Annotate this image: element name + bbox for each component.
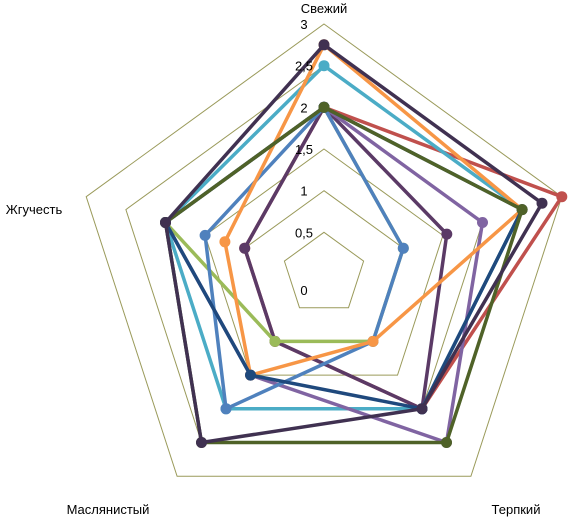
tick-label-6: 3 xyxy=(300,17,307,32)
series-line-5 xyxy=(203,105,406,411)
series-line-8 xyxy=(163,105,524,445)
series-3-point-0 xyxy=(318,60,330,72)
tick-label-3: 1,5 xyxy=(295,142,313,157)
series-1-point-4 xyxy=(239,242,251,254)
series-line-6 xyxy=(223,43,524,377)
tick-label-0: 0 xyxy=(300,283,307,298)
tick-label-1: 0,5 xyxy=(295,225,313,240)
axis-label-terpkiy: Терпкий xyxy=(492,502,541,517)
series-8-point-1 xyxy=(516,204,528,216)
series-9-point-4 xyxy=(160,217,171,228)
series-line-1 xyxy=(242,105,449,411)
series-8-point-2 xyxy=(441,437,452,448)
radar-series xyxy=(160,39,568,448)
axis-label-zhguchest: Жгучесть xyxy=(6,202,63,217)
grid-ring-1 xyxy=(283,231,365,309)
series-0-point-1 xyxy=(556,191,568,203)
series-line-2 xyxy=(163,105,406,344)
series-5-point-1 xyxy=(397,242,409,254)
grid-ring-5 xyxy=(125,65,523,443)
tick-label-5: 2,5 xyxy=(295,59,313,74)
series-6-point-2 xyxy=(367,335,379,347)
axis-label-maslyanistyy: Маслянистый xyxy=(67,502,150,517)
series-9-point-2 xyxy=(416,403,428,415)
tick-label-4: 2 xyxy=(300,100,307,115)
axis-label-svezhiy: Свежий xyxy=(301,1,347,16)
series-6-point-4 xyxy=(219,236,231,248)
grid-ring-3 xyxy=(204,148,444,376)
grid-ring-6 xyxy=(85,23,563,477)
series-1-point-1 xyxy=(441,228,453,240)
series-line-9 xyxy=(163,43,544,445)
radial-tick-labels: 0 0,5 1 1,5 2 2,5 3 xyxy=(295,17,313,298)
series-9-point-3 xyxy=(196,437,207,448)
series-5-point-3 xyxy=(220,403,232,415)
series-9-point-1 xyxy=(536,197,548,209)
series-8-point-0 xyxy=(318,101,330,113)
series-4-point-1 xyxy=(477,217,488,228)
tick-label-2: 1 xyxy=(300,184,307,199)
series-9-point-0 xyxy=(318,39,330,51)
series-5-point-4 xyxy=(199,229,211,241)
series-7-point-3 xyxy=(245,369,256,381)
series-line-3 xyxy=(163,63,524,411)
series-2-point-3 xyxy=(269,335,281,347)
